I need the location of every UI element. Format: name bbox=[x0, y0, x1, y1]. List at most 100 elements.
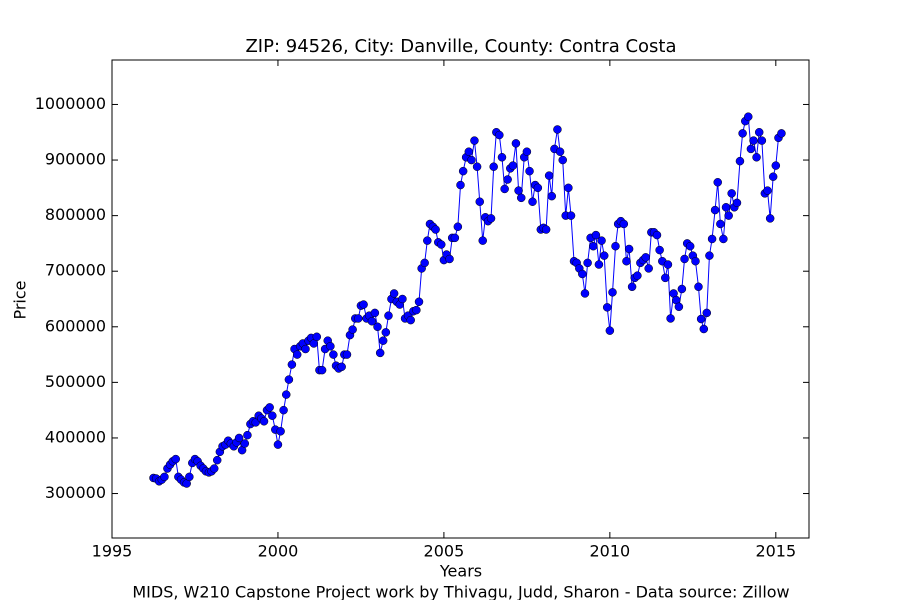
point bbox=[735, 156, 745, 166]
point bbox=[276, 427, 285, 436]
point bbox=[580, 289, 590, 298]
point bbox=[398, 294, 407, 304]
point bbox=[367, 316, 377, 326]
point bbox=[450, 233, 460, 243]
point bbox=[458, 166, 468, 176]
point bbox=[160, 472, 169, 482]
point bbox=[765, 214, 775, 223]
point bbox=[284, 375, 294, 384]
point bbox=[185, 472, 194, 482]
point bbox=[317, 365, 327, 375]
point bbox=[384, 311, 393, 320]
x-tick-label: 2005 bbox=[424, 542, 465, 561]
point bbox=[724, 211, 733, 220]
y-tick-label: 1000000 bbox=[35, 94, 106, 113]
point bbox=[744, 112, 753, 121]
point bbox=[705, 251, 714, 260]
point bbox=[727, 189, 736, 198]
point bbox=[746, 144, 756, 154]
point bbox=[624, 244, 634, 254]
point bbox=[566, 211, 576, 220]
point bbox=[564, 183, 573, 193]
point bbox=[373, 322, 382, 332]
y-tick-label: 800000 bbox=[45, 205, 106, 224]
point bbox=[558, 155, 567, 165]
point bbox=[752, 153, 761, 162]
point bbox=[423, 236, 432, 245]
point bbox=[234, 433, 244, 443]
point bbox=[337, 362, 346, 372]
point bbox=[652, 230, 662, 240]
point bbox=[749, 136, 758, 145]
point bbox=[677, 284, 687, 294]
point bbox=[680, 254, 689, 264]
point bbox=[685, 241, 695, 251]
point bbox=[495, 130, 504, 140]
point bbox=[348, 325, 357, 334]
point bbox=[622, 256, 631, 266]
point bbox=[597, 236, 606, 245]
x-axis-label: Years bbox=[439, 562, 482, 581]
point bbox=[544, 171, 554, 180]
point bbox=[541, 225, 551, 234]
point bbox=[713, 178, 722, 187]
point bbox=[716, 219, 725, 229]
point bbox=[420, 258, 429, 268]
point bbox=[533, 183, 543, 193]
point bbox=[354, 314, 363, 323]
point bbox=[589, 241, 598, 251]
point bbox=[763, 186, 772, 195]
point bbox=[768, 172, 778, 181]
point bbox=[497, 153, 507, 162]
point bbox=[710, 205, 720, 215]
point bbox=[475, 197, 485, 206]
x-tick-label: 1995 bbox=[92, 542, 133, 561]
point bbox=[445, 254, 454, 264]
point bbox=[431, 225, 440, 234]
plot-frame bbox=[111, 59, 810, 539]
point bbox=[555, 147, 565, 156]
point bbox=[608, 288, 617, 297]
point bbox=[292, 350, 302, 359]
point bbox=[470, 136, 479, 145]
x-tick-label: 2015 bbox=[755, 542, 796, 561]
point bbox=[694, 282, 703, 292]
point bbox=[732, 198, 742, 208]
point bbox=[619, 219, 629, 229]
point bbox=[583, 258, 592, 268]
y-tick-label: 500000 bbox=[45, 372, 106, 391]
point bbox=[528, 197, 537, 206]
point bbox=[627, 282, 637, 292]
point bbox=[508, 161, 518, 170]
point bbox=[456, 180, 465, 190]
point bbox=[599, 251, 609, 260]
y-tick-label: 700000 bbox=[45, 261, 106, 280]
point bbox=[644, 264, 653, 273]
point bbox=[472, 162, 482, 171]
point bbox=[663, 260, 673, 269]
line bbox=[153, 115, 782, 485]
point bbox=[516, 193, 526, 203]
point bbox=[591, 230, 601, 240]
point bbox=[738, 129, 747, 138]
point bbox=[602, 303, 612, 312]
point bbox=[326, 341, 335, 351]
point bbox=[655, 245, 664, 255]
point bbox=[500, 184, 509, 194]
point bbox=[259, 417, 269, 426]
point bbox=[467, 155, 476, 165]
point bbox=[721, 203, 731, 212]
point bbox=[757, 136, 767, 145]
point bbox=[605, 326, 615, 335]
chart-title: ZIP: 94526, City: Danville, County: Cont… bbox=[245, 36, 676, 57]
point bbox=[265, 403, 274, 412]
point bbox=[268, 411, 277, 420]
x-tick-label: 2000 bbox=[258, 542, 299, 561]
point bbox=[359, 300, 368, 309]
point bbox=[489, 162, 498, 171]
point bbox=[719, 234, 728, 244]
point bbox=[243, 430, 252, 440]
point bbox=[414, 297, 424, 307]
point bbox=[209, 464, 219, 473]
